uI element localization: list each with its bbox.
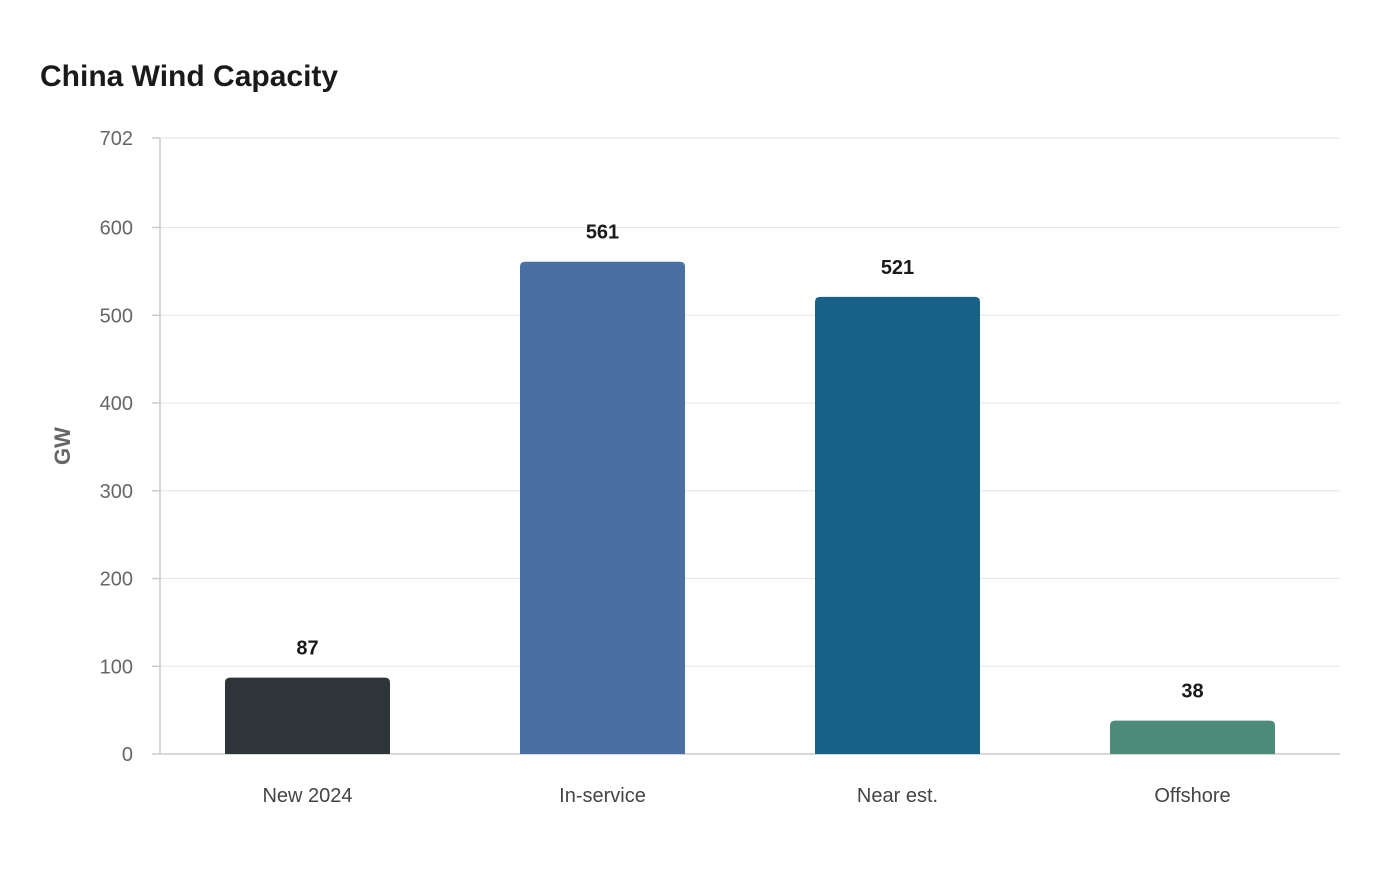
category-label: New 2024 [262,785,352,807]
bar-new-2024 [225,677,390,754]
chart-title: China Wind Capacity [40,60,339,93]
value-labels: 87 561 521 38 [296,222,1203,703]
y-ticks: 0 100 200 300 400 500 600 702 [100,128,160,766]
y-tick-label: 200 [100,569,133,591]
axes [159,138,1340,755]
category-label: Near est. [857,785,938,807]
bar-near-est [815,296,980,754]
category-label: Offshore [1154,785,1230,807]
y-tick-label: 300 [100,481,133,503]
value-label: 561 [586,222,619,244]
y-tick-label: 500 [100,305,133,327]
bars [225,261,1275,754]
bar-offshore [1110,720,1275,754]
value-label: 87 [296,638,318,660]
y-tick-label: 400 [100,393,133,415]
y-axis-title: GW [50,427,75,465]
bar-in-service [520,261,685,754]
y-tick-label: 702 [100,128,133,150]
category-labels: New 2024 In-service Near est. Offshore [262,785,1230,807]
y-tick-label: 0 [122,744,133,766]
category-label: In-service [559,785,646,807]
value-label: 521 [881,257,914,279]
value-label: 38 [1181,681,1203,703]
y-tick-label: 600 [100,218,133,240]
grid [160,137,1340,667]
y-tick-label: 100 [100,656,133,678]
